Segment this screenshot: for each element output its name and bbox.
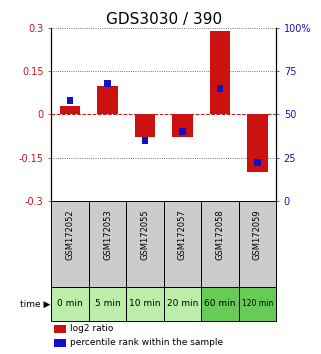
Bar <box>254 159 261 166</box>
Bar <box>179 128 186 135</box>
Bar <box>164 287 201 321</box>
Text: 120 min: 120 min <box>242 299 273 308</box>
Bar <box>104 80 111 87</box>
Bar <box>54 325 66 333</box>
Text: log2 ratio: log2 ratio <box>70 324 114 333</box>
Text: 60 min: 60 min <box>204 299 236 308</box>
Text: 5 min: 5 min <box>95 299 120 308</box>
Bar <box>51 287 89 321</box>
Bar <box>201 287 239 321</box>
Bar <box>126 201 164 287</box>
Bar <box>54 339 66 347</box>
Bar <box>142 137 148 144</box>
Bar <box>201 201 239 287</box>
Bar <box>97 86 118 114</box>
Text: GSM172053: GSM172053 <box>103 209 112 260</box>
Bar <box>164 201 201 287</box>
Bar <box>172 114 193 137</box>
Bar <box>126 287 164 321</box>
Text: 0 min: 0 min <box>57 299 83 308</box>
Bar <box>51 201 89 287</box>
Text: percentile rank within the sample: percentile rank within the sample <box>70 338 224 347</box>
Bar <box>89 201 126 287</box>
Bar <box>210 31 230 114</box>
Title: GDS3030 / 390: GDS3030 / 390 <box>106 12 222 27</box>
Text: GSM172057: GSM172057 <box>178 209 187 260</box>
Text: GSM172052: GSM172052 <box>65 209 74 260</box>
Bar <box>247 114 268 172</box>
Bar <box>135 114 155 137</box>
Text: GSM172058: GSM172058 <box>215 209 224 260</box>
Bar <box>89 287 126 321</box>
Bar <box>239 287 276 321</box>
Bar <box>67 97 74 104</box>
Bar <box>60 106 80 114</box>
Bar <box>239 201 276 287</box>
Text: 20 min: 20 min <box>167 299 198 308</box>
Bar <box>216 85 223 92</box>
Text: time ▶: time ▶ <box>20 299 51 308</box>
Text: 10 min: 10 min <box>129 299 161 308</box>
Text: GSM172055: GSM172055 <box>141 209 150 260</box>
Text: GSM172059: GSM172059 <box>253 209 262 260</box>
